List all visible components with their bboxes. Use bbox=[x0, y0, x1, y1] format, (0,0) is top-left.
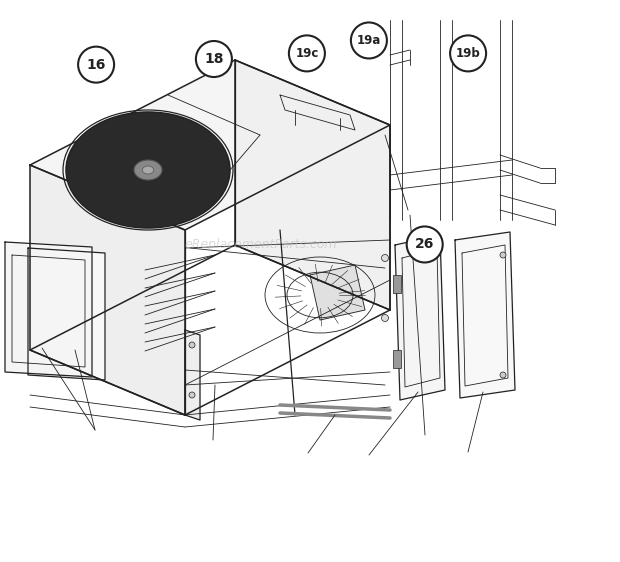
Polygon shape bbox=[30, 165, 185, 415]
Circle shape bbox=[189, 342, 195, 348]
Circle shape bbox=[381, 315, 389, 321]
Polygon shape bbox=[5, 242, 92, 377]
Text: 26: 26 bbox=[415, 238, 435, 251]
Polygon shape bbox=[310, 265, 365, 320]
Circle shape bbox=[500, 372, 506, 378]
Polygon shape bbox=[28, 248, 105, 380]
Circle shape bbox=[450, 35, 486, 71]
Circle shape bbox=[381, 255, 389, 261]
Text: 16: 16 bbox=[86, 58, 106, 71]
Ellipse shape bbox=[66, 112, 230, 228]
Polygon shape bbox=[455, 232, 515, 398]
Polygon shape bbox=[395, 235, 445, 400]
Polygon shape bbox=[185, 330, 200, 420]
Bar bbox=[393, 350, 401, 368]
Bar bbox=[393, 275, 401, 293]
Circle shape bbox=[289, 35, 325, 71]
Circle shape bbox=[407, 226, 443, 262]
Text: 19b: 19b bbox=[456, 47, 480, 60]
Ellipse shape bbox=[134, 160, 162, 180]
Polygon shape bbox=[235, 60, 390, 310]
Circle shape bbox=[500, 252, 506, 258]
Circle shape bbox=[78, 47, 114, 83]
Polygon shape bbox=[30, 60, 390, 230]
Circle shape bbox=[351, 22, 387, 58]
Text: 18: 18 bbox=[204, 52, 224, 66]
Circle shape bbox=[196, 41, 232, 77]
Text: 19c: 19c bbox=[295, 47, 319, 60]
Text: 19a: 19a bbox=[356, 34, 381, 47]
Text: eReplacementParts.com: eReplacementParts.com bbox=[184, 238, 337, 251]
Ellipse shape bbox=[143, 166, 154, 174]
Circle shape bbox=[189, 392, 195, 398]
